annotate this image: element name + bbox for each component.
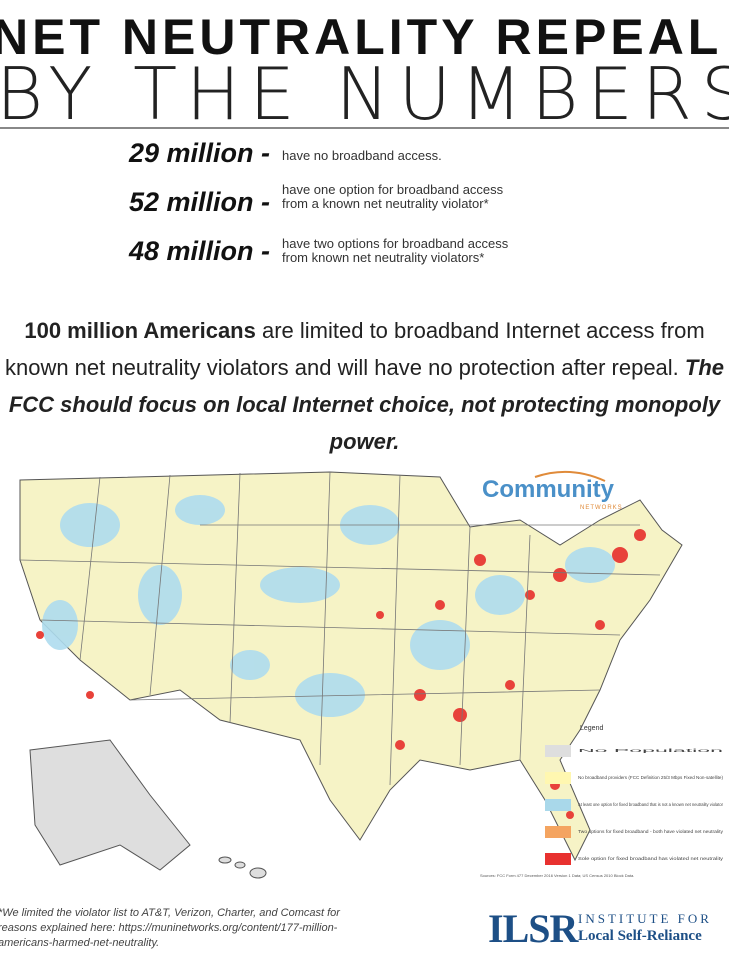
org-line1: INSTITUTE FOR: [578, 911, 712, 926]
stat-number: 29 million -: [128, 138, 270, 168]
legend-swatch: [545, 772, 571, 784]
us-map: [19, 471, 683, 879]
summary: 100 million Americans are limited to bro…: [0, 312, 729, 460]
legend-swatch: [545, 745, 571, 757]
org-line2: Local Self-Reliance: [578, 928, 702, 944]
legend-label: No Population: [578, 748, 725, 753]
legend-label: No broadband providers (FCC Definition 2…: [578, 775, 723, 780]
stat-text: have one option for broadband access: [282, 182, 504, 197]
legend-swatch: [545, 853, 571, 865]
rule: [0, 127, 729, 129]
title-line1: NET NEUTRALITY REPEAL: [0, 9, 723, 65]
org-abbr: ILSR: [488, 906, 578, 951]
footnote-line: americans-harmed-net-neutrality.: [0, 937, 160, 949]
summary-bold: 100 million Americans: [24, 318, 256, 343]
map: Community NETWORKS Legend No PopulationN…: [19, 470, 725, 879]
stat-number: 48 million -: [128, 236, 270, 266]
summary-text: are limited to broadband Internet access…: [4, 318, 705, 380]
stat-text: have two options for broadband access: [282, 236, 509, 251]
stat-text: from a known net neutrality violator*: [282, 196, 489, 211]
stat-number: 52 million -: [128, 187, 270, 217]
logo-sub: NETWORKS: [580, 505, 623, 511]
footnote: *We limited the violator list to AT&T, V…: [0, 906, 340, 951]
summary-emphasis: The FCC should focus on local Internet c…: [8, 355, 725, 454]
stat-text: have no broadband access.: [282, 148, 442, 163]
legend-label: Sole option for fixed broadband has viol…: [578, 856, 724, 861]
logo-arc: [534, 470, 606, 482]
footnote-line: reasons explained here: https://muninetw…: [0, 922, 338, 934]
legend-label: At least one option for fixed broadband …: [578, 802, 723, 807]
legend-swatch: [545, 826, 571, 838]
footnote-line: *We limited the violator list to AT&T, V…: [0, 907, 340, 919]
legend-swatch: [545, 799, 571, 811]
legend-label: Two options for fixed broadband - both h…: [578, 829, 724, 834]
legend-title: Legend: [580, 725, 603, 732]
stat-text: from known net neutrality violators*: [282, 250, 485, 265]
logo-name: Community: [482, 476, 615, 503]
map-source: Sources: FCC Form 477 December 2016 Vers…: [480, 873, 634, 878]
title-line2: BY THE NUMBERS: [0, 52, 729, 136]
legend: No Population No broadband providers (FCC…: [545, 745, 725, 865]
